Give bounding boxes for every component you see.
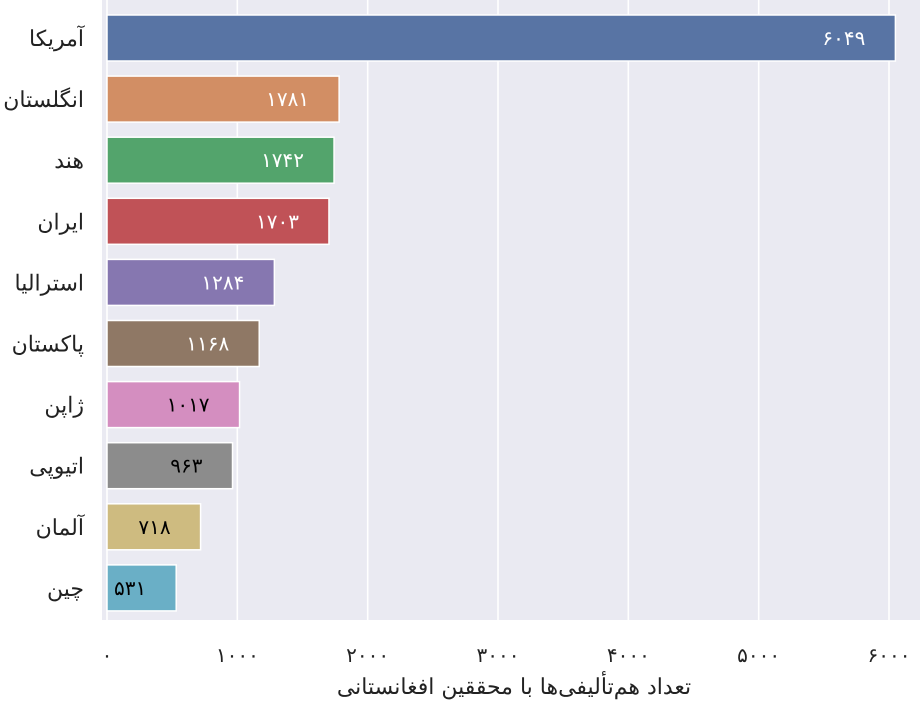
bar xyxy=(106,75,340,123)
category-labels: آمریکا انگلستان هند ایران استرالیا پاکستان ژاپ… xyxy=(3,25,85,602)
category-label: چین xyxy=(47,577,84,602)
bar xyxy=(106,503,202,551)
bar-value-label: ۷۱۸ xyxy=(138,515,170,539)
category-label: ایران xyxy=(37,210,84,235)
x-tick-label: ۰ xyxy=(102,643,113,667)
bar-value-label: ۱۷۴۲ xyxy=(261,148,304,172)
category-label: هند xyxy=(54,149,84,174)
category-label: ژاپن xyxy=(44,394,84,419)
category-label: پاکستان xyxy=(12,333,84,358)
bar-value-label: ۶۰۴۹ xyxy=(822,26,865,50)
category-label: استرالیا xyxy=(15,271,84,296)
x-tick-label: ۴۰۰۰ xyxy=(607,643,650,667)
x-tick-label: ۳۰۰۰ xyxy=(477,643,520,667)
category-label: انگلستان xyxy=(3,87,84,113)
category-label: اتیوپی xyxy=(29,455,84,480)
bar-value-label: ۱۷۸۱ xyxy=(266,87,309,111)
bar xyxy=(106,380,241,429)
bar-value-label: ۵۳۱ xyxy=(114,576,146,600)
bar xyxy=(106,14,897,62)
bar xyxy=(106,564,177,612)
x-axis-title: تعداد هم‌تألیفی‌ها با محققین افغانستانی xyxy=(337,670,691,700)
x-tick-label: ۵۰۰۰ xyxy=(737,643,780,667)
category-label: آلمان xyxy=(36,514,85,541)
bar xyxy=(106,441,234,490)
bar-value-label: ۱۲۸۴ xyxy=(201,270,244,294)
bar-value-label: ۱۰۱۷ xyxy=(167,393,210,417)
x-tick-labels: ۰ ۱۰۰۰ ۲۰۰۰ ۳۰۰۰ ۴۰۰۰ ۵۰۰۰ ۶۰۰۰ xyxy=(102,643,911,667)
bar xyxy=(106,319,260,368)
bars: ۶۰۴۹ ۱۷۸۱ ۱۷۴۲ ۱۷۰۳ ۱۲۸۴ ۱۱۶۸ ۱۰۱۷ ۹۶۳ ۷۱۸ ۵۳۱ xyxy=(106,14,897,612)
bar-value-label: ۱۱۶۸ xyxy=(186,332,229,356)
bar-value-label: ۱۷۰۳ xyxy=(256,209,299,233)
bar xyxy=(106,258,276,307)
x-tick-label: ۲۰۰۰ xyxy=(346,643,389,667)
category-label: آمریکا xyxy=(29,25,85,52)
bar xyxy=(106,136,335,184)
x-tick-label: ۱۰۰۰ xyxy=(216,643,259,667)
bar-value-label: ۹۶۳ xyxy=(170,454,202,478)
x-tick-label: ۶۰۰۰ xyxy=(868,643,911,667)
bar xyxy=(106,197,330,246)
